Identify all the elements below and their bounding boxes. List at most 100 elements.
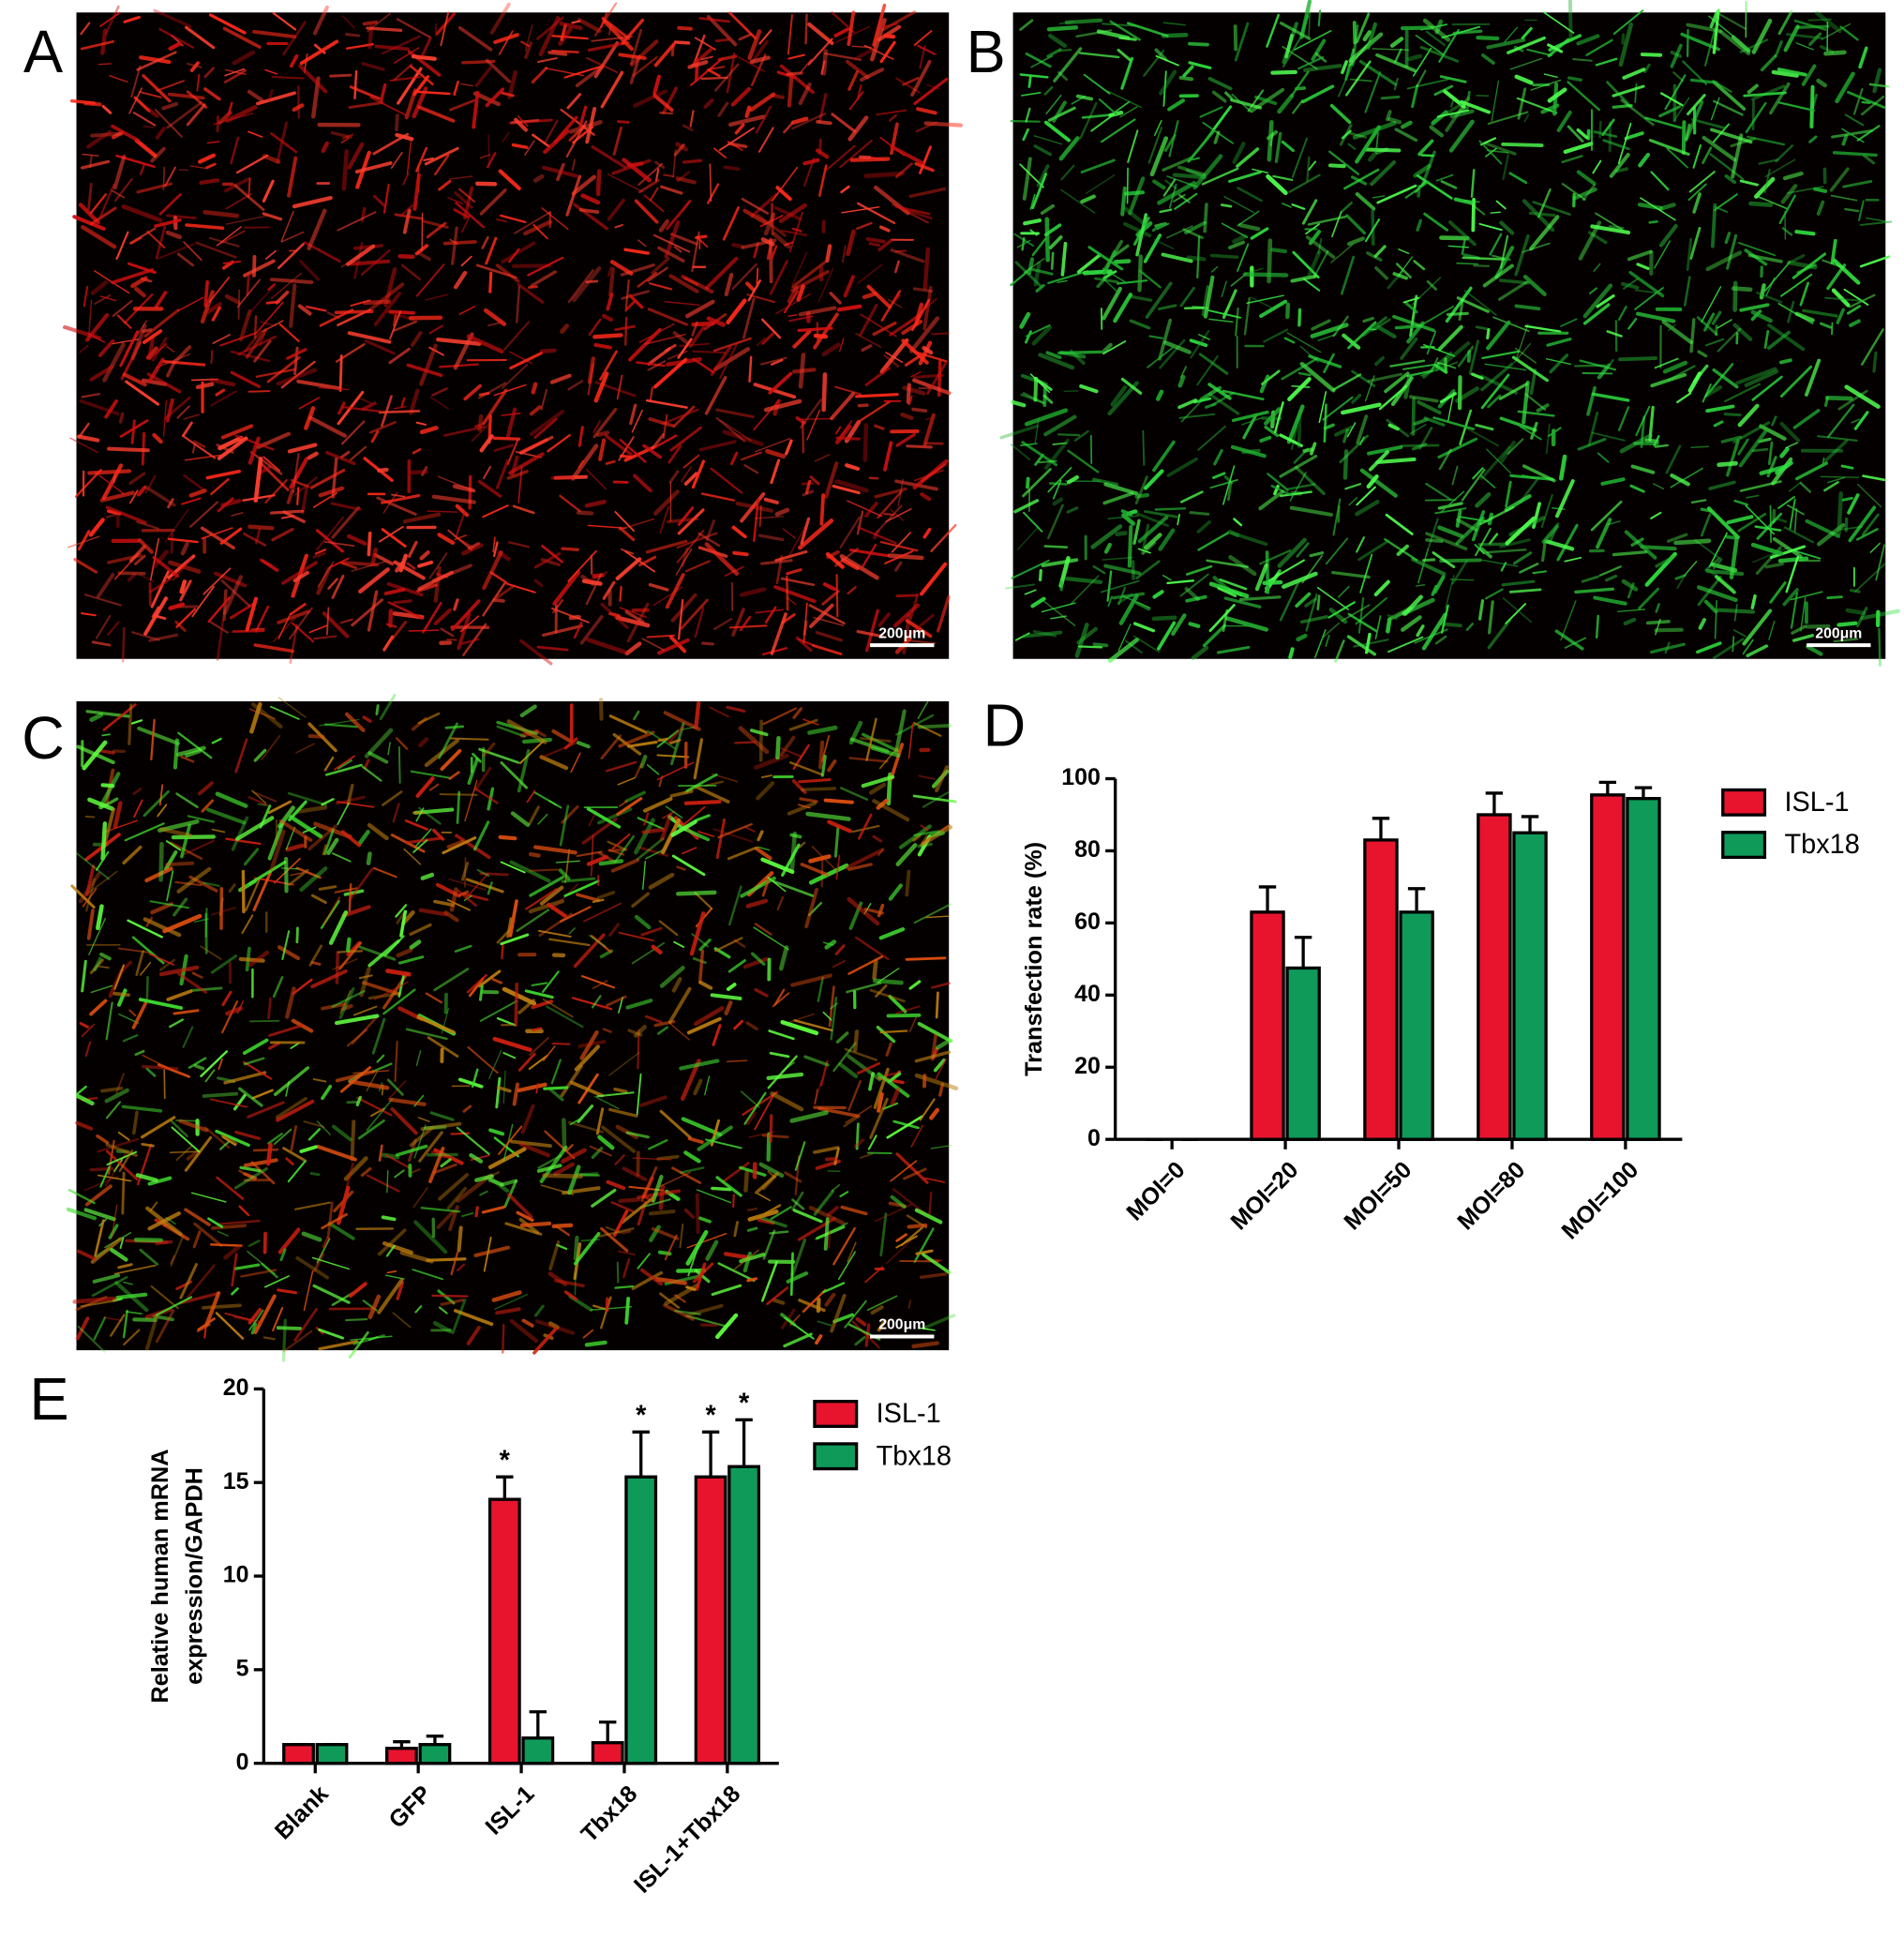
cell	[460, 255, 472, 267]
cell	[1401, 120, 1413, 129]
cell	[887, 298, 903, 308]
cell	[879, 1029, 908, 1034]
cell	[1057, 279, 1068, 283]
cell	[91, 640, 112, 647]
cell	[802, 420, 804, 454]
cell	[691, 321, 698, 337]
cell	[485, 58, 511, 83]
cell	[482, 466, 491, 480]
cell	[770, 458, 781, 485]
cell	[1078, 645, 1103, 649]
cell	[1376, 324, 1397, 339]
cell	[894, 249, 907, 253]
cell	[1208, 318, 1234, 323]
cell	[119, 330, 140, 368]
cell	[1480, 362, 1514, 392]
cell	[428, 552, 448, 579]
cell	[402, 173, 410, 186]
cell	[507, 541, 531, 548]
cell	[292, 570, 310, 583]
cell	[252, 29, 297, 39]
cell	[624, 641, 642, 656]
cell	[1763, 329, 1770, 349]
cell	[692, 357, 715, 374]
cell	[417, 105, 456, 123]
cell	[773, 205, 802, 221]
cell	[517, 115, 529, 128]
cell	[1853, 411, 1869, 430]
cell	[208, 377, 236, 387]
cell	[802, 620, 808, 636]
cell	[188, 488, 207, 498]
cell	[681, 466, 693, 483]
cell	[347, 533, 367, 546]
cell	[551, 607, 590, 623]
cell	[1421, 558, 1436, 563]
cell	[179, 579, 187, 594]
cell	[1808, 135, 1818, 143]
cell	[1650, 171, 1670, 191]
cell	[1184, 220, 1207, 235]
cell	[1792, 252, 1827, 279]
cell	[425, 293, 448, 301]
cell	[216, 226, 242, 247]
cell	[652, 434, 678, 449]
cell	[1486, 328, 1491, 340]
legend-swatch	[1721, 788, 1767, 817]
cell	[195, 382, 215, 390]
cell	[1367, 372, 1403, 383]
cell	[167, 92, 205, 100]
cell	[722, 206, 740, 241]
cell	[1847, 493, 1860, 515]
cell	[1123, 190, 1146, 196]
cell	[775, 186, 792, 202]
cell	[1849, 589, 1861, 593]
legend-label: ISL-1	[1784, 788, 1849, 818]
cell	[1334, 425, 1354, 437]
cell	[181, 497, 202, 505]
cell	[1283, 337, 1296, 344]
cell	[1767, 323, 1806, 352]
cell	[231, 512, 244, 517]
cell	[847, 500, 883, 518]
cell	[87, 469, 132, 475]
cell	[895, 593, 919, 598]
cell	[859, 303, 878, 337]
cell	[714, 63, 740, 92]
cell	[483, 308, 507, 326]
cell	[226, 215, 268, 225]
cell	[648, 282, 673, 291]
cell	[1437, 502, 1463, 510]
cell	[168, 560, 202, 574]
cell	[143, 308, 180, 338]
cell	[1366, 251, 1383, 262]
bar	[487, 1497, 521, 1765]
cell	[393, 560, 426, 580]
cell	[280, 360, 316, 389]
cell	[1801, 64, 1817, 86]
cell	[105, 505, 147, 525]
cell	[890, 144, 925, 166]
cell	[388, 309, 415, 315]
cell	[644, 333, 686, 345]
cell	[111, 268, 155, 285]
cell	[715, 408, 755, 419]
cell	[1351, 369, 1376, 387]
cell	[738, 33, 752, 41]
cell	[782, 528, 796, 539]
cell	[1210, 265, 1219, 273]
cell	[1480, 137, 1497, 146]
cell	[167, 537, 199, 544]
cell	[278, 323, 300, 342]
cell	[246, 274, 250, 296]
cell	[843, 275, 855, 298]
cell	[1297, 308, 1302, 327]
x-tick-label: GFP	[384, 1780, 437, 1834]
cell	[1393, 48, 1402, 64]
cell	[711, 1186, 732, 1192]
cell	[367, 531, 372, 557]
cell	[366, 851, 372, 865]
cell	[1258, 489, 1284, 511]
cell	[406, 141, 412, 175]
cell	[637, 162, 664, 187]
